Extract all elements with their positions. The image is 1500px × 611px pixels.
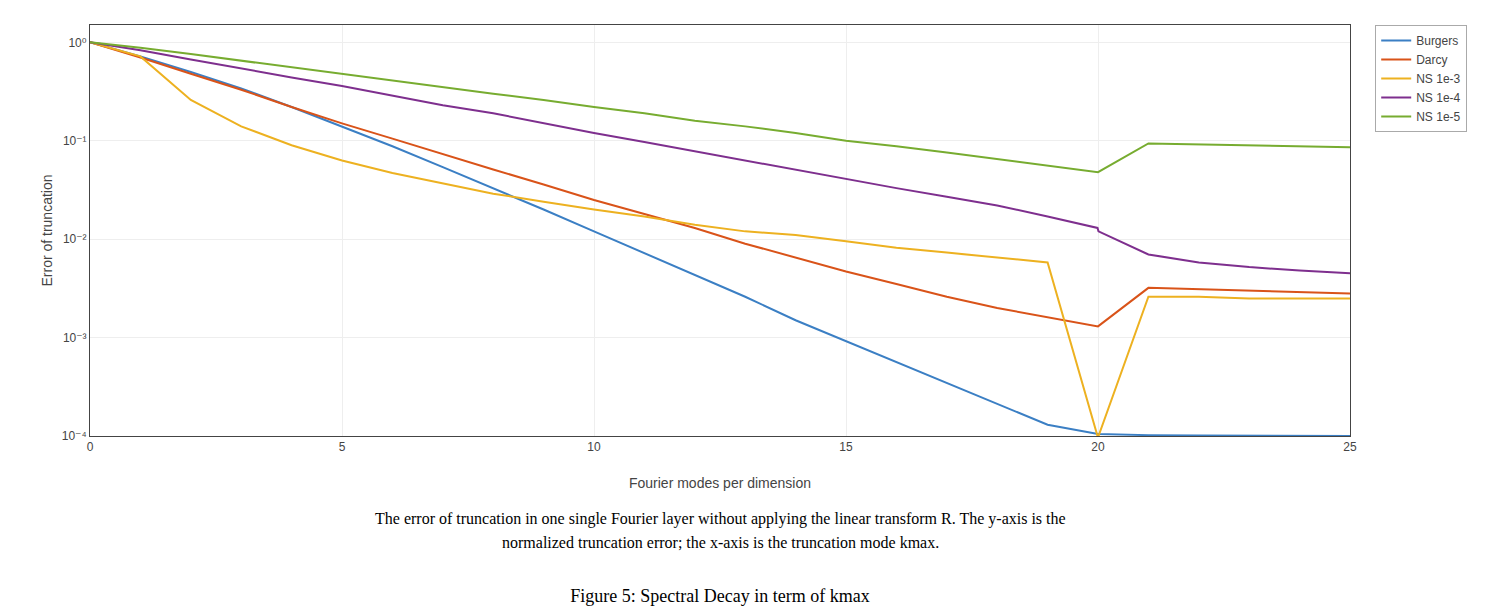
svg-text:10⁻³: 10⁻³ <box>63 331 87 345</box>
svg-text:Figure 5: Spectral Decay in te: Figure 5: Spectral Decay in term of kmax <box>570 586 869 606</box>
svg-text:5: 5 <box>339 440 346 454</box>
svg-text:normalized truncation error; t: normalized truncation error; the x-axis … <box>502 534 939 551</box>
svg-text:Error of truncation: Error of truncation <box>39 174 55 286</box>
svg-text:10: 10 <box>587 440 601 454</box>
svg-text:15: 15 <box>839 440 853 454</box>
svg-text:Darcy: Darcy <box>1416 53 1447 67</box>
svg-text:20: 20 <box>1091 440 1105 454</box>
svg-text:NS 1e-4: NS 1e-4 <box>1416 91 1460 105</box>
svg-text:10⁰: 10⁰ <box>68 36 86 50</box>
svg-text:10⁻²: 10⁻² <box>63 232 87 246</box>
svg-text:0: 0 <box>87 440 94 454</box>
svg-text:10⁻⁴: 10⁻⁴ <box>62 429 87 443</box>
svg-text:10⁻¹: 10⁻¹ <box>63 134 87 148</box>
svg-text:NS 1e-3: NS 1e-3 <box>1416 72 1460 86</box>
svg-text:25: 25 <box>1343 440 1357 454</box>
svg-text:NS 1e-5: NS 1e-5 <box>1416 110 1460 124</box>
svg-text:Burgers: Burgers <box>1416 34 1458 48</box>
svg-text:Fourier modes per dimension: Fourier modes per dimension <box>629 475 811 491</box>
svg-text:The error of truncation in one: The error of truncation in one single Fo… <box>375 510 1066 528</box>
